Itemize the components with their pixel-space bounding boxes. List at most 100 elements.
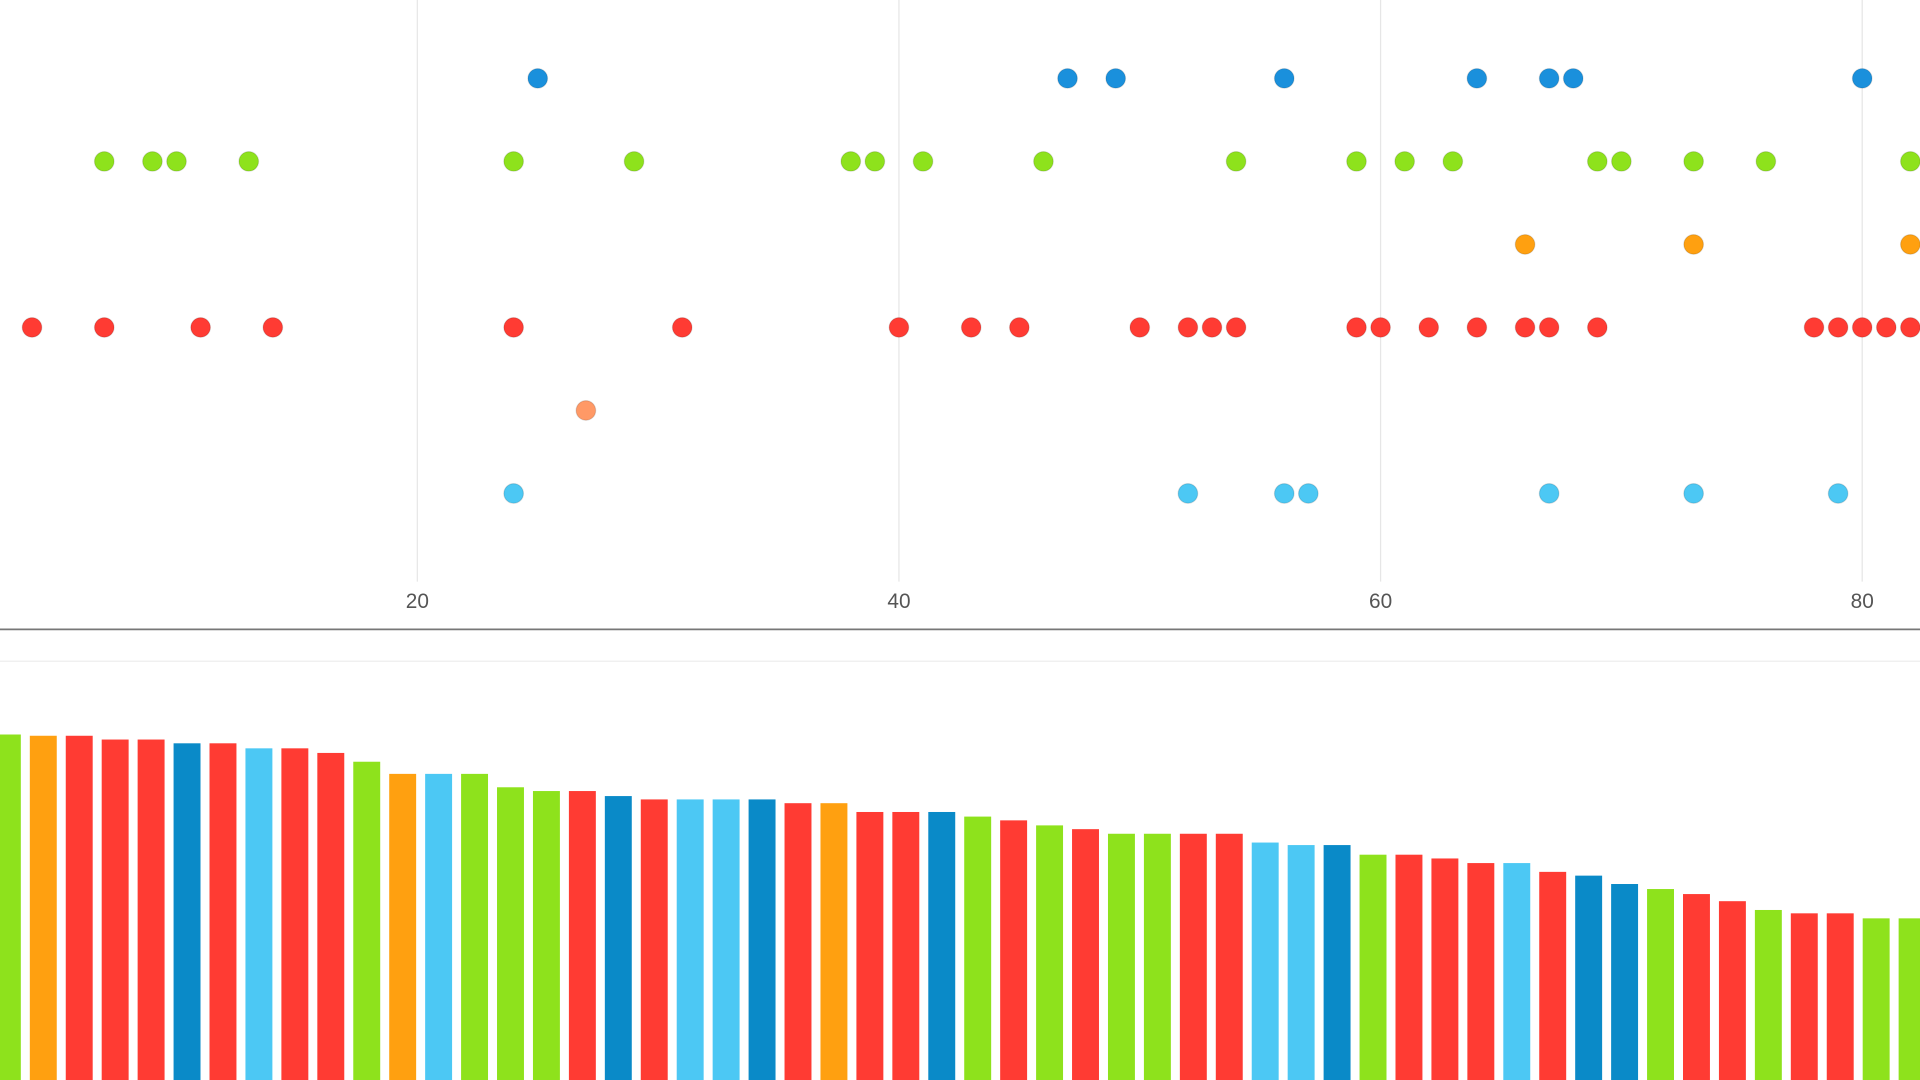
dot <box>1008 317 1030 338</box>
bar <box>101 739 129 1080</box>
bar <box>1862 918 1890 1080</box>
bar <box>1287 845 1315 1080</box>
bar <box>137 739 165 1080</box>
bar <box>748 799 776 1080</box>
dot <box>1538 483 1560 504</box>
dot <box>1346 317 1367 338</box>
bar <box>1539 871 1567 1080</box>
dot <box>1346 150 1367 172</box>
bar <box>1251 842 1279 1080</box>
dot <box>1586 150 1608 172</box>
bar <box>928 811 956 1080</box>
bar <box>1898 918 1920 1080</box>
x-tick-label: 20 <box>406 590 429 613</box>
bar <box>1143 833 1171 1080</box>
x-tick-label: 60 <box>1369 590 1392 613</box>
dot <box>1466 317 1488 338</box>
bar <box>676 799 704 1080</box>
dot <box>1225 317 1247 338</box>
dot <box>1033 150 1054 172</box>
dot <box>527 67 549 89</box>
dot <box>1370 317 1391 338</box>
dot <box>1418 317 1440 338</box>
bar <box>1826 913 1854 1080</box>
bar <box>497 787 524 1080</box>
bar <box>532 791 560 1080</box>
dot <box>1538 317 1560 338</box>
dot <box>1129 317 1151 338</box>
bar <box>1683 894 1710 1080</box>
dot <box>503 483 525 504</box>
dot <box>1538 67 1560 89</box>
bar <box>604 796 632 1080</box>
bar <box>29 735 57 1080</box>
dot <box>1057 67 1078 89</box>
bar <box>1359 854 1387 1080</box>
x-tick-label: 80 <box>1851 590 1874 613</box>
bar <box>281 748 309 1080</box>
dot <box>166 150 187 172</box>
bar <box>1431 858 1459 1080</box>
bar <box>389 773 417 1080</box>
dot <box>1562 67 1584 89</box>
dot <box>1899 317 1920 338</box>
dot <box>1466 67 1488 89</box>
dot <box>1851 317 1873 338</box>
bar <box>856 811 884 1080</box>
dot <box>1201 317 1223 338</box>
dot <box>503 317 525 338</box>
dot <box>1514 317 1536 338</box>
bar <box>1107 833 1135 1080</box>
dot <box>1514 234 1536 255</box>
bar <box>1179 833 1207 1080</box>
x-tick-label: 40 <box>887 590 910 613</box>
bar <box>173 743 201 1080</box>
dot <box>1875 317 1897 338</box>
bar <box>712 799 740 1080</box>
dot <box>912 150 934 172</box>
dot <box>1755 150 1777 172</box>
dot <box>575 400 597 421</box>
bar <box>1323 845 1351 1080</box>
bar <box>353 761 381 1080</box>
bar <box>1754 909 1782 1080</box>
bar <box>1647 889 1674 1080</box>
dot <box>1827 483 1849 504</box>
dot <box>1899 234 1920 255</box>
dot <box>1899 150 1920 172</box>
bar <box>461 773 489 1080</box>
dot <box>960 317 982 338</box>
bar <box>1790 913 1818 1080</box>
bar <box>1718 901 1746 1080</box>
dot <box>1177 317 1199 338</box>
dot <box>1803 317 1825 338</box>
dot <box>21 317 43 338</box>
dot <box>1297 483 1319 504</box>
dot <box>1683 234 1705 255</box>
bar <box>820 803 848 1080</box>
dot <box>503 150 525 172</box>
dot <box>190 317 212 338</box>
dot <box>840 150 862 172</box>
bar <box>1575 875 1603 1080</box>
dot <box>238 150 260 172</box>
bar <box>640 799 668 1080</box>
dot <box>93 150 115 172</box>
dot <box>1105 67 1127 89</box>
bar <box>65 735 93 1080</box>
dot <box>262 317 284 338</box>
dot <box>864 150 886 172</box>
dot <box>1683 483 1705 504</box>
bar <box>317 752 345 1080</box>
bar <box>892 811 920 1080</box>
dot <box>671 317 693 338</box>
dot <box>1610 150 1632 172</box>
dot <box>1177 483 1199 504</box>
dot <box>1827 317 1849 338</box>
dot <box>93 317 115 338</box>
dot <box>1586 317 1608 338</box>
dot <box>1273 67 1295 89</box>
bar <box>1215 833 1243 1080</box>
